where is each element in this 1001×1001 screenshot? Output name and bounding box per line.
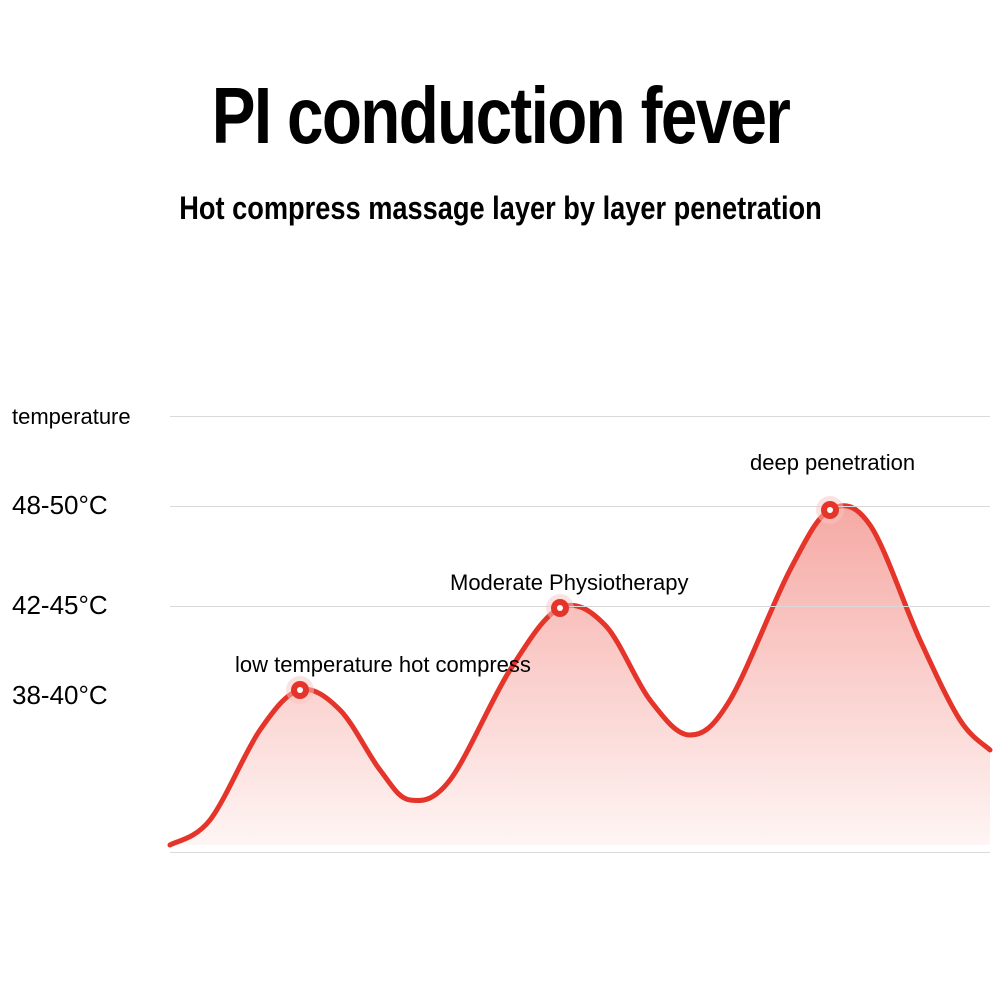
peak-label: low temperature hot compress xyxy=(235,652,531,678)
gridline xyxy=(170,606,990,607)
gridline xyxy=(170,506,990,507)
peak-label: Moderate Physiotherapy xyxy=(450,570,688,596)
gridline xyxy=(170,416,990,417)
gridline xyxy=(170,852,990,853)
y-tick: 42-45°C xyxy=(12,590,108,621)
y-axis-label: temperature xyxy=(12,404,131,430)
y-tick: 38-40°C xyxy=(12,680,108,711)
page-subtitle: Hot compress massage layer by layer pene… xyxy=(75,190,926,227)
temperature-chart: temperature 48-50°C 42-45°C 38-40°C low tem… xyxy=(0,390,1001,890)
y-tick: 48-50°C xyxy=(12,490,108,521)
page-title: PI conduction fever xyxy=(90,70,911,162)
peak-label: deep penetration xyxy=(750,450,915,476)
